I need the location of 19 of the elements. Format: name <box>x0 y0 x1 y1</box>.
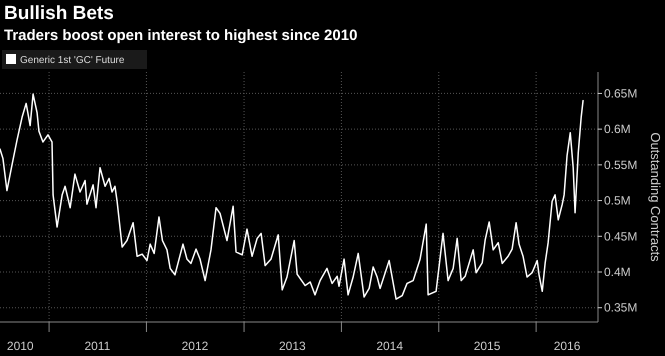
x-tick-label: 2013 <box>278 339 306 353</box>
y2-tick-label: 0.5M <box>604 194 631 208</box>
y2-axis-title: Outstanding Contracts <box>648 132 663 262</box>
y2-tick-label: 0.65M <box>604 86 638 100</box>
x-tick-label: 2011 <box>84 339 111 353</box>
x-tick-label: 2016 <box>554 339 581 353</box>
x-tick-label: 2012 <box>182 339 209 353</box>
y2-tick-label: 0.45M <box>604 229 638 244</box>
legend-label: Generic 1st 'GC' Future <box>20 55 125 66</box>
y2-tick-label: 0.55M <box>604 158 638 172</box>
y2-tick-label: 0.4M <box>604 265 631 279</box>
chart-title: Bullish Bets <box>4 3 114 24</box>
y2-tick-label: 0.35M <box>604 300 638 315</box>
line-series <box>0 93 584 300</box>
x-tick-label: 2014 <box>376 339 404 353</box>
y2-tick-label: 0.6M <box>604 122 631 136</box>
x-tick-label: 2015 <box>474 339 501 353</box>
x-tick-label: 2010 <box>6 339 34 353</box>
chart-subtitle: Traders boost open interest to highest since 2010 <box>4 27 358 44</box>
